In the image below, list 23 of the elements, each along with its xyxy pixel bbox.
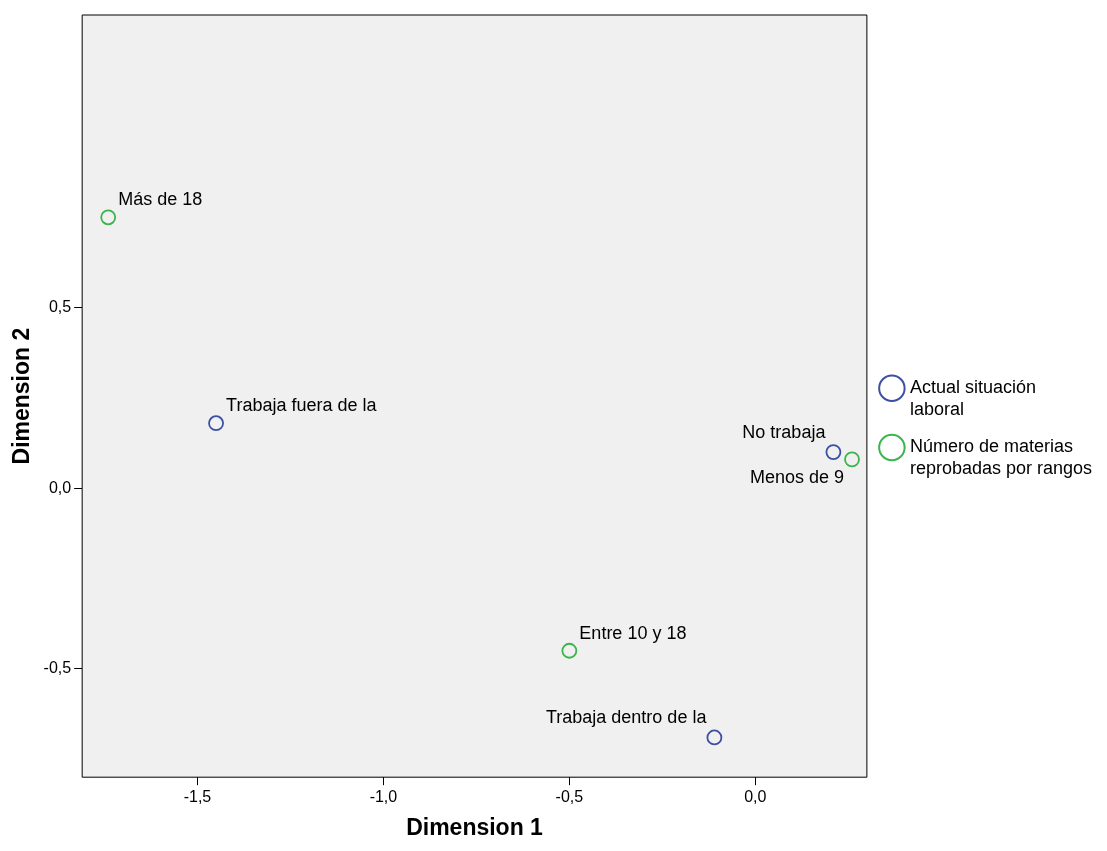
x-axis-title: Dimension 1 <box>406 813 544 840</box>
annotation: Trabaja fuera de la <box>226 395 378 416</box>
legend-label: Actual situación laboral <box>909 377 1036 419</box>
annotation: Menos de 9 <box>749 467 845 488</box>
y-axis-title: Dimension 2 <box>8 327 35 465</box>
annotation: Más de 18 <box>118 189 203 210</box>
x-tick-label: -1,5 <box>183 788 212 806</box>
point <box>706 729 723 746</box>
point <box>844 451 860 468</box>
y-tick-label: 0,5 <box>48 298 72 315</box>
x-tick-label: -1,0 <box>369 788 398 806</box>
point <box>208 415 224 432</box>
point <box>100 209 117 226</box>
x-tick-label: 0,0 <box>744 788 767 806</box>
legend-label: Número de materias reprobadas por rangos <box>909 436 1093 479</box>
y-tick-label: -0,5 <box>43 659 72 677</box>
x-tick-label: -0,5 <box>555 788 584 806</box>
y-tick-label: 0,0 <box>48 478 72 496</box>
annotation: No trabaja <box>742 422 827 443</box>
point <box>825 444 842 460</box>
point <box>561 642 578 659</box>
annotation: Trabaja dentro de la <box>545 707 708 728</box>
annotation: Entre 10 y 18 <box>579 622 687 643</box>
